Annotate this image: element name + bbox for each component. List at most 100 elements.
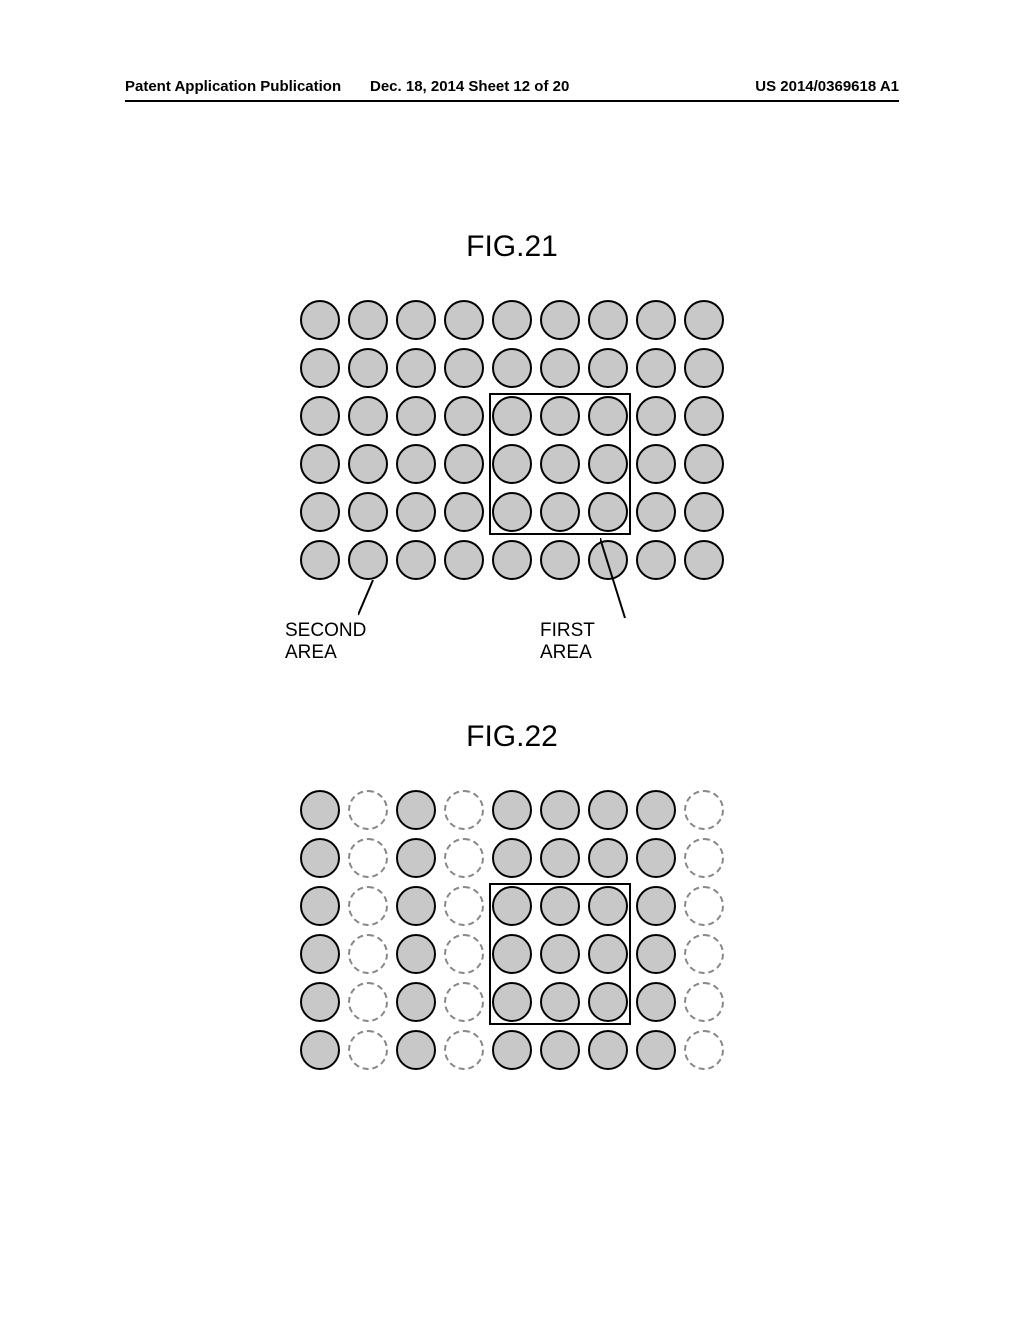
circle-filled [492, 540, 532, 580]
circle-filled [348, 492, 388, 532]
circle-dashed [684, 838, 724, 878]
circle-filled [636, 348, 676, 388]
circle-filled [588, 838, 628, 878]
circle-filled [492, 838, 532, 878]
circle-filled [444, 540, 484, 580]
circle-filled [300, 790, 340, 830]
first-area-box [489, 393, 631, 535]
circle-filled [444, 300, 484, 340]
circle-dashed [348, 838, 388, 878]
circle-filled [684, 540, 724, 580]
circle-dashed [684, 790, 724, 830]
first-area-label: FIRST AREA [540, 620, 595, 664]
circle-filled [300, 492, 340, 532]
circle-filled [396, 934, 436, 974]
circle-filled [444, 492, 484, 532]
circle-dashed [348, 982, 388, 1022]
circle-filled [396, 886, 436, 926]
circle-filled [300, 1030, 340, 1070]
circle-dashed [684, 934, 724, 974]
circle-dashed [348, 790, 388, 830]
circle-filled [636, 982, 676, 1022]
circle-filled [300, 300, 340, 340]
circle-filled [636, 1030, 676, 1070]
circle-filled [684, 492, 724, 532]
circle-filled [444, 396, 484, 436]
circle-filled [636, 396, 676, 436]
circle-filled [300, 396, 340, 436]
circle-dashed [348, 886, 388, 926]
circle-dashed [684, 1030, 724, 1070]
circle-filled [636, 444, 676, 484]
circle-filled [588, 1030, 628, 1070]
circle-filled [636, 492, 676, 532]
circle-filled [540, 1030, 580, 1070]
circle-filled [396, 492, 436, 532]
circle-filled [396, 444, 436, 484]
circle-filled [636, 300, 676, 340]
fig21-title: FIG.21 [466, 230, 558, 264]
leader-line [358, 580, 388, 625]
circle-filled [396, 838, 436, 878]
header-right-text: US 2014/0369618 A1 [755, 78, 899, 95]
circle-filled [492, 790, 532, 830]
circle-filled [492, 300, 532, 340]
circle-filled [540, 348, 580, 388]
circle-filled [300, 838, 340, 878]
fig22-title: FIG.22 [466, 720, 558, 754]
circle-filled [684, 396, 724, 436]
circle-dashed [348, 1030, 388, 1070]
circle-filled [396, 982, 436, 1022]
circle-filled [348, 444, 388, 484]
circle-filled [300, 934, 340, 974]
circle-dashed [444, 886, 484, 926]
header-left-text: Patent Application Publication [125, 78, 341, 95]
circle-filled [588, 300, 628, 340]
circle-filled [540, 300, 580, 340]
first-area-box [489, 883, 631, 1025]
header-rule [125, 100, 899, 102]
circle-filled [396, 540, 436, 580]
circle-dashed [348, 934, 388, 974]
circle-filled [540, 540, 580, 580]
circle-filled [396, 1030, 436, 1070]
circle-filled [588, 348, 628, 388]
circle-filled [636, 790, 676, 830]
second-area-label: SECOND AREA [285, 620, 366, 664]
circle-filled [492, 348, 532, 388]
circle-dashed [684, 982, 724, 1022]
circle-filled [300, 540, 340, 580]
circle-filled [492, 1030, 532, 1070]
leader-line [600, 538, 640, 628]
circle-filled [300, 348, 340, 388]
circle-filled [636, 934, 676, 974]
circle-dashed [684, 886, 724, 926]
circle-filled [588, 790, 628, 830]
circle-filled [636, 540, 676, 580]
circle-filled [396, 790, 436, 830]
circle-filled [396, 396, 436, 436]
circle-filled [540, 838, 580, 878]
circle-filled [684, 444, 724, 484]
circle-dashed [444, 1030, 484, 1070]
circle-dashed [444, 838, 484, 878]
circle-filled [444, 348, 484, 388]
circle-filled [348, 540, 388, 580]
circle-filled [300, 886, 340, 926]
circle-dashed [444, 982, 484, 1022]
circle-filled [684, 348, 724, 388]
circle-filled [444, 444, 484, 484]
circle-filled [348, 396, 388, 436]
circle-filled [684, 300, 724, 340]
circle-filled [540, 790, 580, 830]
circle-filled [396, 300, 436, 340]
circle-filled [300, 982, 340, 1022]
circle-filled [636, 886, 676, 926]
circle-filled [636, 838, 676, 878]
circle-dashed [444, 790, 484, 830]
circle-dashed [444, 934, 484, 974]
circle-filled [300, 444, 340, 484]
circle-filled [348, 348, 388, 388]
circle-filled [348, 300, 388, 340]
header-center-text: Dec. 18, 2014 Sheet 12 of 20 [370, 78, 569, 95]
